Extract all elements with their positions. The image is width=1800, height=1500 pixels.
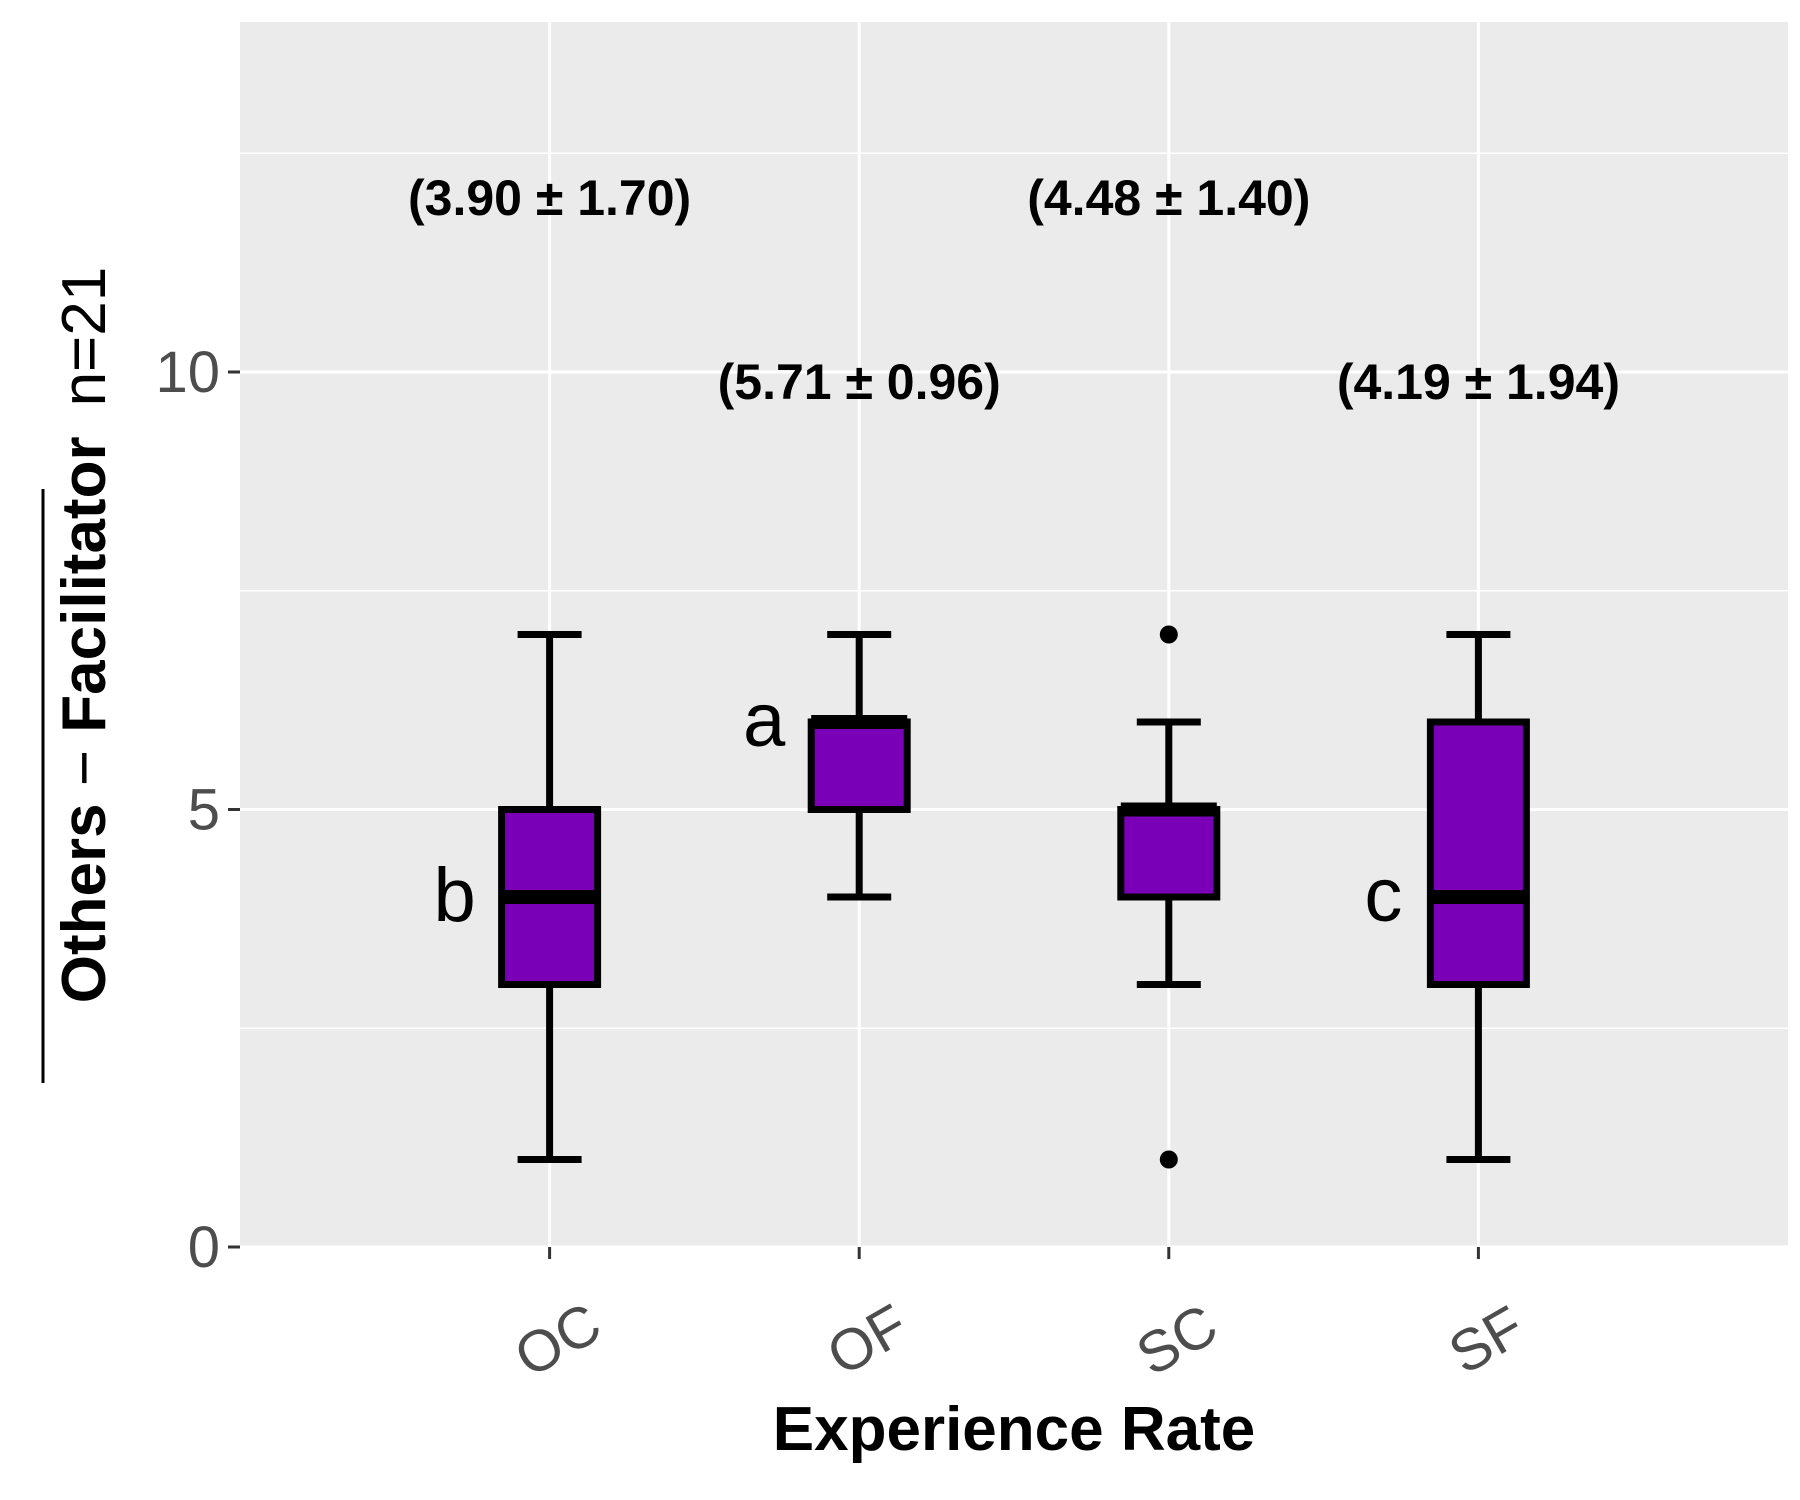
mean-sd-label: (4.19 ± 1.94) [1337,354,1620,410]
x-tick-label: SC [1126,1292,1228,1389]
annotations: (3.90 ± 1.70) b (5.71 ± 0.96) a (4.48 ± 1.40… [408,170,1620,938]
mean-sd-label: (4.48 ± 1.40) [1027,170,1310,226]
significance-letter: a [743,678,786,763]
mean-sd-label: (3.90 ± 1.70) [408,170,691,226]
panel-background [240,22,1788,1247]
outlier-point [1159,625,1178,644]
x-tick-label: OC [504,1290,612,1390]
significance-letter: c [1364,853,1402,938]
x-tick-label: SF [1438,1293,1535,1386]
y-axis-title: Others − Facilitator n=21 [41,267,119,1083]
y-tick-label: 10 [155,340,220,405]
y-tick-label: 0 [188,1215,220,1280]
mean-sd-label: (5.71 ± 0.96) [718,354,1001,410]
x-axis-title: Experience Rate [773,1395,1255,1464]
x-tick-label: OF [816,1292,918,1389]
y-axis-title-main: Facilitator [50,436,119,732]
y-axis-title-separator: − [50,733,119,804]
outlier-point [1159,1150,1178,1169]
box-sf [1426,718,1530,988]
y-tick-label: 5 [188,778,220,843]
significance-letter: b [433,853,475,938]
y-axis-title-prefix: Others [50,803,119,1003]
box-sc [1117,806,1221,901]
boxes [498,625,1530,1169]
svg-text:Others − Facilitatorn=21: Others − Facilitator n=21 [50,267,119,1003]
y-axis-title-n: n=21 [50,267,119,407]
box-of [807,718,911,813]
